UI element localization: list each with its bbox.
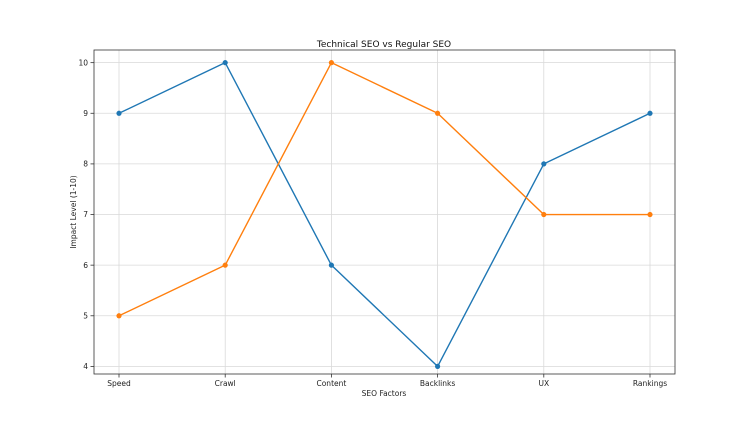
x-tick-label: UX	[538, 379, 549, 388]
series-2-point	[328, 60, 334, 66]
x-axis: Speed Crawl Content Backlinks UX Rankings	[107, 374, 667, 388]
x-tick-label: Backlinks	[420, 379, 455, 388]
series-1-point	[435, 363, 441, 370]
series-2-line	[118, 61, 650, 317]
y-tick-label: 4	[83, 362, 88, 371]
series-1-point	[222, 60, 228, 66]
series-2-point	[435, 110, 441, 116]
x-axis-label: SEO Factors	[362, 389, 407, 398]
series-1-point	[647, 110, 653, 116]
x-tick-label: Crawl	[215, 379, 236, 388]
grid	[94, 50, 675, 374]
series-1-line	[118, 61, 651, 368]
y-tick-label: 8	[83, 160, 88, 169]
y-tick-label: 9	[83, 109, 88, 118]
series-2-point	[222, 262, 228, 268]
series-1-point	[541, 161, 547, 167]
chart-title: Technical SEO vs Regular SEO	[316, 40, 451, 50]
series-2-point	[647, 211, 653, 218]
y-axis-label: Impact Level (1-10)	[69, 175, 78, 248]
series-2-point	[116, 313, 122, 319]
series-layer	[116, 60, 653, 370]
series-1-point	[328, 262, 334, 268]
series-2-point	[541, 211, 547, 218]
series-1-point	[116, 110, 122, 116]
y-axis: 4 5 6 7 8 9 10	[78, 58, 94, 371]
plot-area-frame	[93, 49, 676, 375]
y-tick-label: 6	[83, 261, 88, 270]
y-tick-label: 5	[83, 311, 88, 320]
x-tick-label: Speed	[107, 379, 131, 388]
y-tick-label: 7	[83, 210, 88, 219]
x-tick-label: Content	[316, 379, 346, 388]
y-tick-label: 10	[78, 58, 88, 67]
x-tick-label: Rankings	[633, 379, 667, 388]
